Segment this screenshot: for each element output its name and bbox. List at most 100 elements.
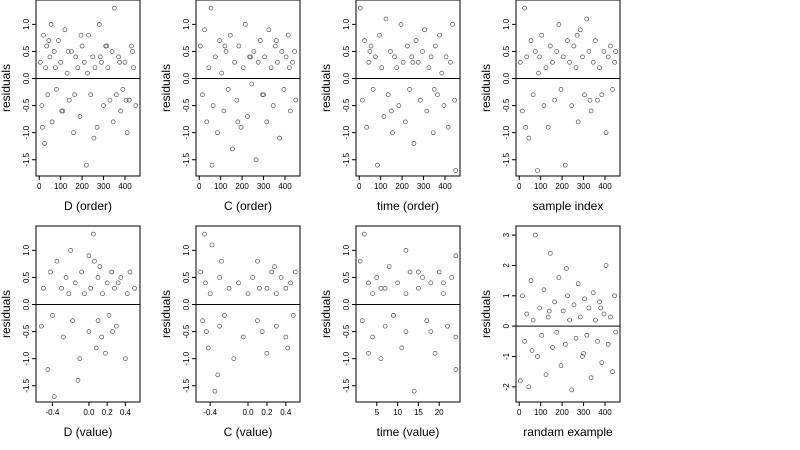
- data-point: [54, 258, 60, 264]
- x-tick-label: 100: [534, 408, 548, 417]
- data-point: [410, 59, 416, 65]
- data-point: [86, 253, 92, 259]
- data-point: [526, 384, 532, 390]
- data-point: [441, 291, 446, 297]
- x-tick-label: 0.2: [102, 408, 114, 417]
- data-point: [198, 269, 204, 275]
- data-point: [370, 334, 375, 340]
- data-point: [288, 108, 293, 114]
- data-point: [562, 162, 568, 168]
- data-point: [532, 232, 538, 238]
- data-point: [416, 285, 421, 291]
- data-point: [275, 59, 280, 65]
- data-point: [95, 318, 101, 324]
- data-point: [587, 97, 593, 103]
- data-point: [52, 65, 58, 71]
- data-point: [366, 280, 371, 286]
- data-point: [390, 130, 395, 136]
- data-point: [77, 114, 83, 119]
- chart-panel: 0 100 200 300 400 1.0 0.5 0.0 -0.5 -1.0 -1.5 C (ord…: [159, 0, 301, 213]
- y-tick-label: 0.5: [182, 45, 191, 57]
- y-tick-label: -1.5: [502, 152, 511, 166]
- y-tick-label: 0.5: [182, 271, 191, 283]
- data-point: [573, 335, 579, 341]
- data-point: [610, 369, 615, 375]
- data-point: [110, 329, 115, 334]
- data-point: [115, 280, 121, 286]
- data-point: [424, 318, 430, 324]
- x-tick-label: 0.2: [261, 408, 273, 417]
- data-point: [227, 32, 233, 38]
- data-point: [409, 54, 415, 60]
- data-point: [530, 92, 536, 98]
- data-point: [281, 87, 287, 92]
- data-point: [253, 157, 259, 163]
- data-point: [292, 269, 298, 275]
- data-point: [59, 108, 65, 114]
- x-tick-label: 200: [555, 408, 569, 417]
- y-tick-label: -2: [502, 383, 511, 391]
- y-tick-label: -0.5: [182, 98, 191, 112]
- data-point: [96, 22, 102, 27]
- data-point: [441, 280, 446, 286]
- data-point: [362, 38, 367, 43]
- data-point: [111, 5, 117, 11]
- data-point: [517, 378, 523, 384]
- data-point: [116, 54, 121, 60]
- data-point: [212, 388, 218, 394]
- data-point: [272, 264, 277, 269]
- data-point: [382, 285, 388, 291]
- data-point: [59, 285, 64, 291]
- x-tick-label: 200: [555, 182, 569, 191]
- data-point: [78, 32, 84, 38]
- y-axis-title: residuals: [319, 64, 333, 112]
- data-point: [437, 32, 442, 38]
- data-point: [49, 119, 55, 125]
- data-point: [590, 59, 596, 65]
- y-tick-label: 1.0: [502, 18, 511, 30]
- data-point: [65, 49, 71, 54]
- data-point: [526, 135, 532, 141]
- x-tick-label: 15: [414, 408, 423, 417]
- data-point: [105, 65, 111, 71]
- data-point: [377, 32, 382, 38]
- data-point: [613, 49, 619, 54]
- data-point: [112, 285, 117, 291]
- data-point: [558, 87, 564, 92]
- data-point: [222, 313, 227, 318]
- data-point: [75, 377, 81, 383]
- data-point: [91, 231, 96, 237]
- data-point: [520, 293, 525, 299]
- x-tick-label: 400: [438, 182, 452, 191]
- data-point: [274, 38, 279, 43]
- x-tick-label: 300: [577, 408, 591, 417]
- y-tick-label: 0.0: [22, 72, 31, 84]
- x-tick-label: 100: [54, 182, 68, 191]
- plot-frame: [35, 0, 141, 177]
- data-point: [63, 275, 69, 280]
- data-point: [530, 317, 536, 323]
- data-point: [552, 97, 557, 103]
- data-point: [222, 43, 228, 49]
- y-tick-label: 0.0: [342, 298, 351, 310]
- data-point: [283, 334, 289, 340]
- data-point: [64, 70, 70, 76]
- data-point: [118, 108, 124, 114]
- x-tick-label: 0: [517, 408, 522, 417]
- y-tick-label: 1.0: [342, 244, 351, 256]
- data-point: [50, 313, 55, 318]
- data-point: [236, 43, 242, 49]
- data-point: [217, 275, 222, 280]
- data-point: [122, 59, 128, 65]
- data-point: [84, 162, 89, 168]
- data-point: [608, 43, 613, 49]
- data-point: [612, 293, 617, 299]
- data-point: [42, 141, 47, 146]
- data-point: [453, 334, 459, 340]
- data-point: [381, 114, 387, 119]
- data-point: [385, 92, 391, 98]
- data-point: [370, 291, 375, 297]
- data-point: [612, 59, 617, 65]
- data-point: [571, 302, 577, 308]
- data-point: [445, 323, 450, 329]
